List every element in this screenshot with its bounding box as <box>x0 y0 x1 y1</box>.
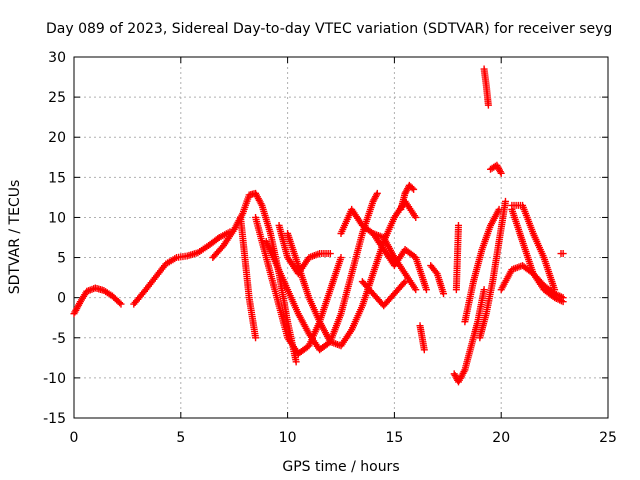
data-point <box>412 213 420 221</box>
x-tick-label: 5 <box>176 430 185 446</box>
x-tick-label: 15 <box>385 430 403 446</box>
x-tick-label: 0 <box>70 430 79 446</box>
data-point <box>408 184 416 192</box>
plot-frame <box>73 56 609 419</box>
data-point <box>432 268 440 276</box>
data-point <box>422 286 430 294</box>
data-point <box>496 168 504 176</box>
axis-ticks: 0 5 10 15 20 25 -15 -10 -5 0 5 10 15 20 25 30 <box>43 50 617 446</box>
data-point <box>117 300 125 308</box>
data-point <box>497 169 505 177</box>
data-point <box>484 101 492 109</box>
y-tick-label: 0 <box>57 291 66 307</box>
y-tick-label: -5 <box>52 331 66 347</box>
data-point <box>401 278 409 286</box>
y-tick-label: 25 <box>48 90 66 106</box>
data-point <box>337 254 345 262</box>
y-tick-label: -10 <box>43 371 66 387</box>
chart-title: Day 089 of 2023, Sidereal Day-to-day VTE… <box>46 21 612 37</box>
y-tick-label: 15 <box>48 170 66 186</box>
data-point <box>501 197 509 205</box>
y-tick-label: 10 <box>48 210 66 226</box>
x-axis-label: GPS time / hours <box>282 459 399 475</box>
data-points <box>70 65 567 386</box>
grid <box>74 57 608 418</box>
data-point <box>410 185 418 193</box>
data-point <box>559 250 567 258</box>
data-point <box>440 290 448 298</box>
x-tick-label: 20 <box>492 430 510 446</box>
data-point <box>373 189 381 197</box>
data-point <box>412 286 420 294</box>
data-point <box>452 286 460 294</box>
data-point <box>292 358 300 366</box>
data-point <box>400 279 408 287</box>
y-tick-label: -15 <box>43 411 66 427</box>
y-axis-label: SDTVAR / TECUs <box>7 180 23 295</box>
y-tick-label: 20 <box>48 130 66 146</box>
data-point <box>420 346 428 354</box>
data-point <box>326 250 334 258</box>
y-tick-label: 30 <box>48 50 66 66</box>
x-tick-label: 25 <box>599 430 617 446</box>
data-point <box>116 299 124 307</box>
data-point <box>480 286 488 294</box>
data-point <box>559 298 567 306</box>
data-point <box>372 191 380 199</box>
y-tick-label: 5 <box>57 251 66 267</box>
x-tick-label: 10 <box>279 430 297 446</box>
data-point <box>551 286 559 294</box>
data-point <box>252 334 260 342</box>
